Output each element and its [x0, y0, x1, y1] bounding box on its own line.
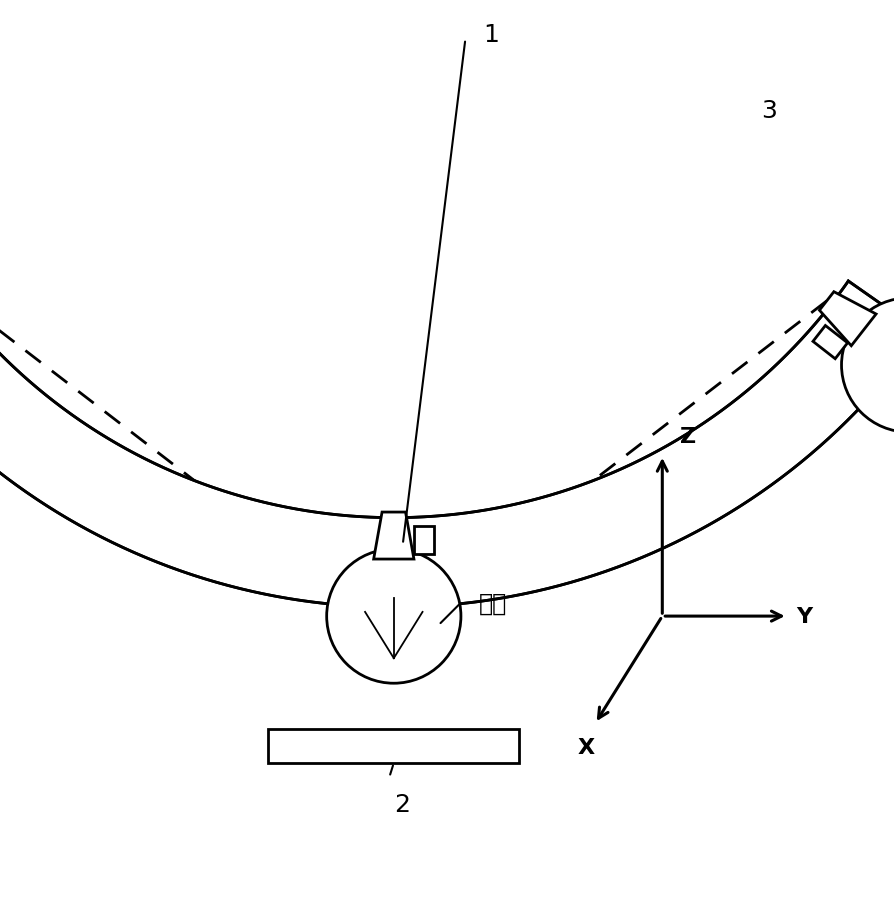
Text: 2: 2	[393, 793, 409, 816]
Polygon shape	[819, 292, 875, 346]
Circle shape	[353, 594, 434, 674]
Circle shape	[326, 549, 460, 683]
Text: X: X	[577, 737, 595, 757]
Polygon shape	[413, 527, 434, 555]
Text: Z: Z	[679, 426, 696, 446]
Polygon shape	[373, 513, 413, 559]
Polygon shape	[812, 326, 847, 359]
Bar	[268, 729, 519, 763]
Circle shape	[840, 299, 894, 433]
Text: Y: Y	[796, 607, 812, 627]
Text: 物体: 物体	[478, 591, 507, 615]
Text: 1: 1	[483, 24, 499, 47]
Text: 3: 3	[760, 99, 776, 123]
PathPatch shape	[0, 281, 894, 608]
